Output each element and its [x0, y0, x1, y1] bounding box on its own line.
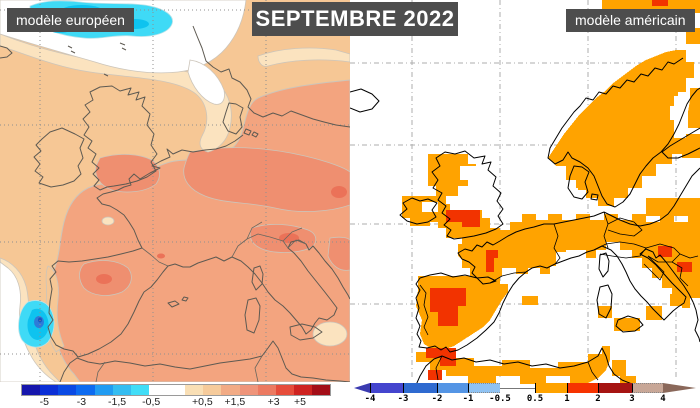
legend-label: 3 [629, 394, 635, 404]
neutral-gaps [422, 96, 686, 350]
corsica-coast [598, 252, 610, 278]
legend-segment [239, 385, 258, 395]
legend-segment [167, 385, 186, 395]
sardinia-coast [596, 284, 613, 319]
legend-segment [535, 383, 567, 393]
continental-europe-coast [47, 134, 350, 358]
legend-label: -0,5 [142, 396, 161, 408]
hot-anomaly-cells [426, 0, 692, 380]
legend-arrow-high [663, 383, 696, 393]
legend-arrow-low [354, 383, 370, 393]
small-islands [67, 42, 127, 77]
legend-segment [112, 385, 131, 395]
iceland-coast [350, 88, 380, 113]
iceland-edge-coast [0, 45, 13, 59]
legend-label: -3 [76, 396, 87, 408]
american-model-map [350, 0, 700, 408]
legend-label: -0.5 [489, 394, 511, 404]
legend-label: -1 [462, 394, 474, 404]
baltic-east-coast [603, 167, 700, 227]
legend-segment [203, 385, 222, 395]
denmark-coast [222, 102, 244, 135]
european-model-map [0, 0, 350, 383]
right-map-coastlines [350, 57, 700, 386]
legend-segment [275, 385, 294, 395]
legend-label: +1,5 [224, 396, 246, 408]
legend-segment [403, 383, 437, 393]
legend-label: +5 [294, 396, 306, 408]
legend-segment [76, 385, 95, 395]
american-model-colorbar: -4 -3 -2 -1 -0.5 0.5 1 2 3 4 [350, 383, 700, 407]
legend-zero-line [500, 388, 535, 389]
ireland-coast [399, 197, 438, 225]
north-africa-coast [59, 340, 350, 383]
legend-segment [58, 385, 77, 395]
legend-segment [437, 383, 468, 393]
great-britain-coast [82, 85, 158, 191]
sardinia-coast [244, 297, 261, 334]
left-map-coastlines [0, 25, 350, 383]
corsica-coast [251, 265, 264, 291]
great-britain-coast [431, 150, 504, 240]
legend-label: -3 [397, 394, 409, 404]
legend-segment [632, 383, 663, 393]
denmark-coast [567, 165, 590, 200]
legend-segment [40, 385, 59, 395]
european-model-colorbar [21, 384, 331, 396]
page-title: SEPTEMBRE 2022 [252, 2, 458, 36]
legend-label: 0.5 [526, 394, 544, 404]
scandinavia-coast [192, 25, 350, 128]
legend-segment [185, 385, 204, 395]
sicily-coast [289, 323, 323, 341]
legend-label: -2 [431, 394, 443, 404]
legend-segment [22, 385, 41, 395]
legend-label: -5 [39, 396, 49, 408]
legend-segment [293, 385, 312, 395]
european-model-colorbar-labels: -5 -3 -1,5 -0,5 +0,5 +1,5 +3 +5 [21, 396, 331, 408]
legend-segment [468, 383, 500, 393]
legend-segment [257, 385, 276, 395]
legend-label: 4 [660, 394, 666, 404]
legend-segment [567, 383, 598, 393]
legend-segment [221, 385, 240, 395]
legend-label: 2 [595, 394, 601, 404]
legend-segment [94, 385, 113, 395]
legend-segment [598, 383, 632, 393]
country-borders [419, 211, 699, 381]
balearics-coast [167, 296, 189, 308]
country-borders [95, 221, 307, 383]
legend-segment [370, 383, 403, 393]
legend-segment [130, 385, 149, 395]
continental-coast [415, 211, 700, 353]
gulf-of-finland-coast [661, 127, 700, 159]
norway-sweden-coast [547, 57, 700, 208]
legend-label: +0,5 [191, 396, 213, 408]
right-model-label: modèle américain [566, 9, 695, 32]
left-model-label: modèle européen [7, 8, 134, 32]
legend-label: 1 [564, 394, 570, 404]
legend-label: -4 [364, 394, 376, 404]
legend-segment [312, 385, 331, 395]
north-africa-coast [415, 347, 643, 386]
legend-segment [148, 385, 167, 395]
legend-label: +3 [267, 396, 280, 408]
sicily-coast [615, 315, 644, 333]
legend-label: -1,5 [108, 396, 127, 408]
ireland-coast [33, 127, 85, 188]
